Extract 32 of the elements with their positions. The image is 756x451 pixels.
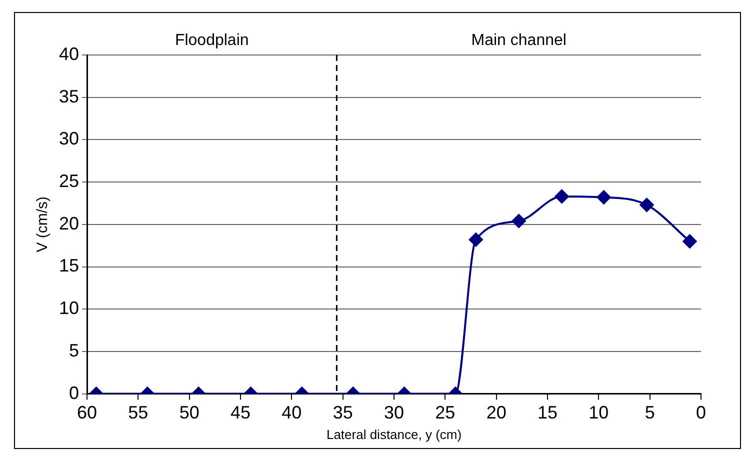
point <box>468 232 483 247</box>
x-axis-title: Lateral distance, y (cm) <box>326 426 462 442</box>
point <box>682 234 697 248</box>
point <box>554 189 569 204</box>
x-tick-label: 45 <box>230 402 251 423</box>
y-tick-label: 25 <box>58 171 80 192</box>
y-tick-label: 0 <box>69 382 80 403</box>
x-tick-label: 55 <box>128 402 148 423</box>
text: Floodplain <box>174 32 249 49</box>
y-tick-label: 10 <box>58 298 80 318</box>
y-tick-label: 40 <box>58 44 80 64</box>
point <box>640 198 654 212</box>
x-tick-label: 5 <box>644 402 655 423</box>
y-tick-label: 30 <box>58 128 80 149</box>
x-tick-label: 35 <box>332 402 353 423</box>
y-axis-title: V (cm/s) <box>34 196 52 252</box>
y-tick-label: 5 <box>69 340 80 360</box>
x-tick-label: 50 <box>179 402 200 423</box>
x-tick-label: 15 <box>537 402 558 423</box>
x-tick-label: 25 <box>435 402 456 423</box>
x-tick-label: 10 <box>588 402 609 423</box>
x-tick-label: 20 <box>486 402 506 423</box>
x-tick-label: 40 <box>282 402 302 423</box>
y-tick-label: 15 <box>58 256 80 276</box>
x-tick-label: 30 <box>384 402 404 423</box>
point <box>512 214 526 228</box>
y-tick-label: 20 <box>58 213 80 234</box>
point <box>596 190 611 204</box>
text: Main channel <box>471 32 566 49</box>
y-tick-label: 35 <box>58 86 80 106</box>
x-tick-label: 0 <box>696 402 706 423</box>
x-tick-label: 60 <box>77 402 98 423</box>
